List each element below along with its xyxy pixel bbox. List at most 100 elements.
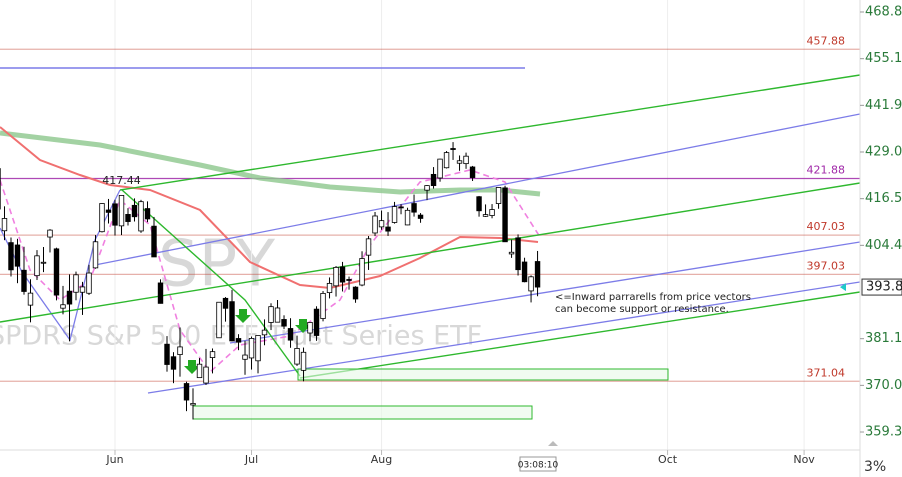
candle-body (60, 304, 66, 309)
candle-body (27, 292, 34, 306)
candle-body (489, 209, 495, 216)
candle-body (131, 204, 138, 218)
candle-body (385, 226, 391, 232)
candle-body (40, 261, 47, 264)
y-axis-labels: 468.81 455.15 441.90 429.03 416.53 404.40 381.… (860, 5, 902, 440)
trend-line (119, 74, 860, 191)
moving-average-mid (0, 126, 539, 290)
arrow-down (184, 360, 200, 374)
candle-body (339, 266, 346, 283)
candle-body (326, 282, 333, 294)
candle-body (320, 293, 326, 319)
y-tick-label: 370.08 (865, 378, 902, 393)
level-label: 371.04 (807, 366, 846, 379)
zone-box (297, 368, 669, 381)
candles (0, 142, 541, 420)
candle-body (261, 329, 268, 336)
candle-body (456, 160, 463, 164)
y-tick-label: 468.81 (865, 5, 902, 20)
y-tick-label: 416.53 (865, 191, 902, 206)
x-tick-label: Oct (658, 453, 678, 466)
candle-body (105, 209, 112, 213)
candle-body (359, 258, 365, 286)
candle-body (164, 343, 170, 365)
trend-line (121, 189, 301, 377)
x-tick-label: Jul (244, 453, 258, 466)
candle-body (190, 403, 196, 406)
level-label: 407.03 (807, 220, 846, 233)
trend-line (0, 182, 860, 323)
candle-body (92, 241, 99, 269)
candle-body (222, 297, 229, 309)
y-tick-label: 441.90 (865, 98, 902, 113)
candle-body (424, 185, 430, 191)
candle-body (151, 225, 157, 258)
y-tick-label: 429.03 (865, 144, 902, 159)
note-line: can become support or resistance. (555, 304, 729, 315)
moving-average-long (0, 130, 541, 197)
zone-box (192, 405, 533, 420)
candle-body (378, 220, 385, 228)
candle-body (469, 166, 476, 178)
scale-label: 3% (864, 459, 886, 475)
candle-body (417, 214, 424, 219)
candle-body (157, 282, 164, 304)
candle-body (34, 255, 40, 277)
watermark-name: SPDRS S&P 500 ETF Trust Series ETF (0, 321, 482, 352)
candle-body (66, 290, 73, 305)
candle-body (216, 301, 222, 339)
candle-body (274, 307, 281, 323)
candle-body (73, 274, 79, 293)
arrow-down (295, 319, 311, 333)
y-tick-label: 381.18 (865, 331, 902, 346)
note-line: <=Inward parrarells from price vectors (555, 292, 751, 303)
candle-body (443, 152, 450, 169)
candle-body (437, 158, 443, 179)
candle-body (365, 238, 372, 256)
x-tick-label: Nov (793, 453, 815, 466)
candle-body (307, 322, 313, 334)
level-label: 397.03 (807, 259, 846, 272)
candle-body (404, 209, 411, 226)
last-price-label: 393.85 (866, 280, 902, 295)
candle-body (53, 248, 60, 296)
y-tick-label: 359.30 (865, 425, 902, 440)
candle-body (398, 206, 404, 209)
trend-line (299, 291, 860, 379)
candle-body (463, 155, 469, 165)
candle-body (1, 218, 8, 232)
candle-body (281, 319, 287, 327)
candle-body (268, 306, 274, 323)
candle-body (476, 196, 482, 212)
candle-body (14, 244, 21, 267)
candle-body (47, 229, 53, 238)
trend-line (147, 281, 860, 394)
candle-body (144, 208, 151, 220)
drawings (0, 67, 860, 420)
candle-body (515, 237, 521, 271)
y-tick-label: 455.15 (865, 51, 902, 66)
trend-line (229, 241, 860, 344)
candle-body (21, 269, 27, 292)
time-box (519, 456, 557, 472)
trend-line (94, 113, 860, 266)
candle-body (352, 286, 359, 300)
level-label: 421.88 (807, 164, 846, 177)
x-tick-label: Aug (371, 453, 392, 466)
candle-body (229, 301, 235, 342)
candle-body (482, 214, 489, 217)
candle-body (99, 203, 105, 233)
candle-body (235, 338, 242, 343)
candle-body (495, 187, 502, 204)
candle-body (521, 261, 528, 283)
candle-body (196, 363, 203, 379)
y-tick-label: 404.40 (865, 238, 902, 253)
candle-body (86, 272, 92, 294)
candle-body (112, 203, 118, 226)
arrow-down (235, 309, 251, 323)
candle-body (346, 279, 352, 281)
candle-body (430, 173, 437, 187)
candle-body (170, 356, 177, 370)
price-pointer (840, 283, 846, 292)
